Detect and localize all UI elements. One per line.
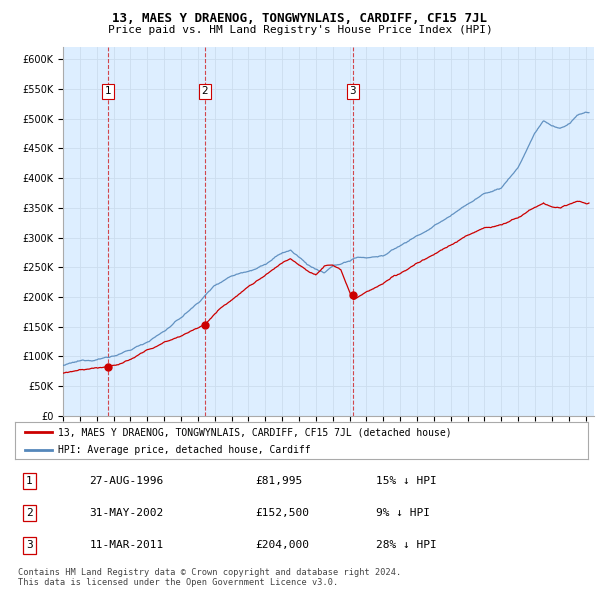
Text: 13, MAES Y DRAENOG, TONGWYNLAIS, CARDIFF, CF15 7JL: 13, MAES Y DRAENOG, TONGWYNLAIS, CARDIFF… bbox=[113, 12, 487, 25]
Text: 3: 3 bbox=[26, 540, 33, 550]
Text: 1: 1 bbox=[104, 87, 111, 96]
Text: 31-MAY-2002: 31-MAY-2002 bbox=[89, 509, 164, 518]
Text: HPI: Average price, detached house, Cardiff: HPI: Average price, detached house, Card… bbox=[58, 445, 311, 455]
Text: £81,995: £81,995 bbox=[256, 476, 303, 486]
Text: £152,500: £152,500 bbox=[256, 509, 310, 518]
Text: 28% ↓ HPI: 28% ↓ HPI bbox=[376, 540, 437, 550]
Text: 15% ↓ HPI: 15% ↓ HPI bbox=[376, 476, 437, 486]
Text: £204,000: £204,000 bbox=[256, 540, 310, 550]
Text: 13, MAES Y DRAENOG, TONGWYNLAIS, CARDIFF, CF15 7JL (detached house): 13, MAES Y DRAENOG, TONGWYNLAIS, CARDIFF… bbox=[58, 427, 452, 437]
Text: 11-MAR-2011: 11-MAR-2011 bbox=[89, 540, 164, 550]
Text: Price paid vs. HM Land Registry's House Price Index (HPI): Price paid vs. HM Land Registry's House … bbox=[107, 25, 493, 35]
Text: 27-AUG-1996: 27-AUG-1996 bbox=[89, 476, 164, 486]
Text: 3: 3 bbox=[349, 87, 356, 96]
Text: 9% ↓ HPI: 9% ↓ HPI bbox=[376, 509, 430, 518]
Text: Contains HM Land Registry data © Crown copyright and database right 2024.
This d: Contains HM Land Registry data © Crown c… bbox=[18, 568, 401, 587]
Text: 2: 2 bbox=[202, 87, 208, 96]
Text: 1: 1 bbox=[26, 476, 33, 486]
Text: 2: 2 bbox=[26, 509, 33, 518]
